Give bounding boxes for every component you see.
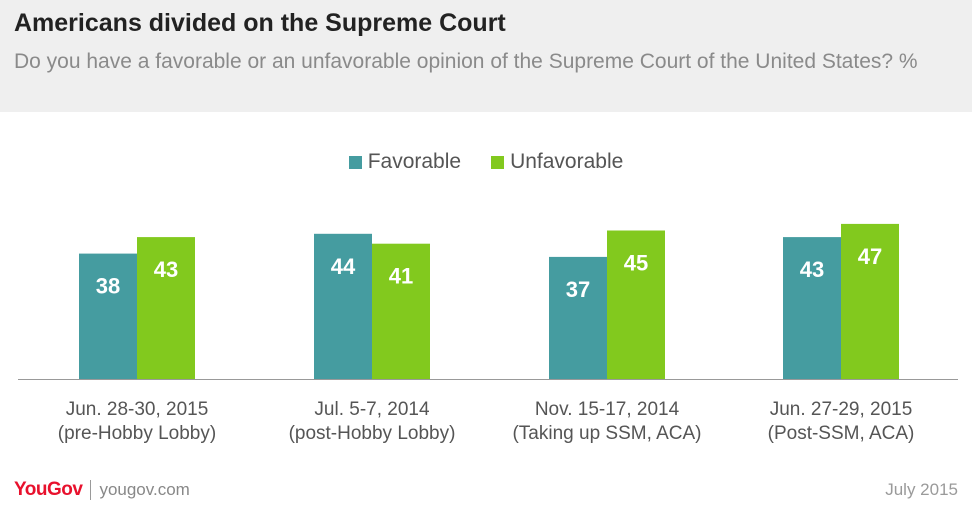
data-label-unfavorable-2: 45 xyxy=(624,251,648,276)
bar-chart: 38 43 Jun. 28-30, 2015 (pre-Hobby Lobby) 44 4… xyxy=(18,223,958,444)
legend-swatch-favorable xyxy=(348,155,362,169)
footer-divider xyxy=(90,480,92,500)
header-banner: Americans divided on the Supreme Court D… xyxy=(0,0,972,112)
bar-unfavorable-0 xyxy=(137,237,195,379)
footer-site: yougov.com xyxy=(99,480,190,499)
x-tick-label-3-0: Jun. 27-29, 2015 xyxy=(770,399,913,420)
chart-title: Americans divided on the Supreme Court xyxy=(14,9,506,37)
x-tick-label-0-1: (pre-Hobby Lobby) xyxy=(58,423,216,444)
legend-label-favorable: Favorable xyxy=(367,150,462,173)
x-tick-label-1-1: (post-Hobby Lobby) xyxy=(289,423,456,444)
x-tick-label-2-1: (Taking up SSM, ACA) xyxy=(512,423,701,444)
footer-branding: YouGov yougov.com xyxy=(14,477,190,503)
data-label-unfavorable-0: 43 xyxy=(154,257,178,282)
data-label-favorable-1: 44 xyxy=(331,254,356,279)
data-label-favorable-0: 38 xyxy=(96,274,120,299)
x-tick-label-1-0: Jul. 5-7, 2014 xyxy=(314,399,430,420)
bar-favorable-2 xyxy=(549,256,607,379)
bar-favorable-0 xyxy=(79,253,137,379)
bar-unfavorable-3 xyxy=(841,223,899,379)
x-tick-label-2-0: Nov. 15-17, 2014 xyxy=(535,399,680,420)
x-tick-label-3-1: (Post-SSM, ACA) xyxy=(768,423,915,444)
bar-favorable-1 xyxy=(314,233,372,379)
data-label-favorable-3: 43 xyxy=(800,257,824,282)
data-label-unfavorable-3: 47 xyxy=(858,244,882,269)
legend-label-unfavorable: Unfavorable xyxy=(510,150,624,173)
data-label-favorable-2: 37 xyxy=(566,277,590,302)
bar-unfavorable-1 xyxy=(372,243,430,379)
legend-item-unfavorable: Unfavorable xyxy=(491,150,623,174)
footer-date: July 2015 xyxy=(885,480,958,499)
yougov-logo: YouGov xyxy=(14,479,83,500)
data-label-unfavorable-1: 41 xyxy=(389,264,413,289)
x-tick-label-0-0: Jun. 28-30, 2015 xyxy=(66,399,209,420)
bar-favorable-3 xyxy=(783,237,841,379)
legend-swatch-unfavorable xyxy=(491,155,505,169)
bar-unfavorable-2 xyxy=(607,230,665,379)
legend-item-favorable: Favorable xyxy=(348,150,462,174)
legend: Favorable Unfavorable xyxy=(0,147,972,177)
chart-subtitle: Do you have a favorable or an unfavorabl… xyxy=(14,50,918,73)
